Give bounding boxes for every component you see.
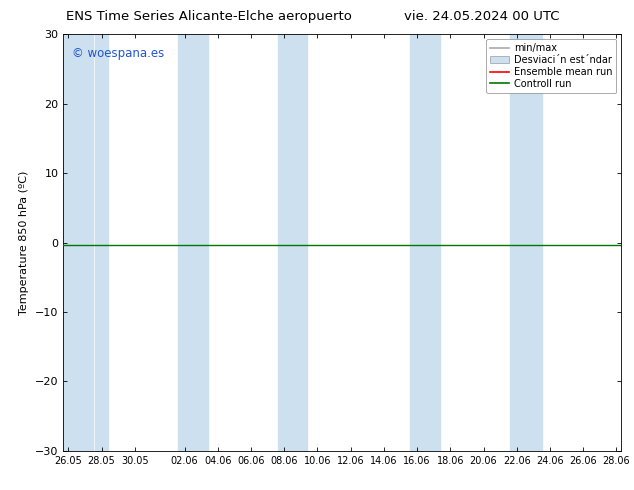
Bar <box>278 34 307 451</box>
Text: © woespana.es: © woespana.es <box>72 47 164 60</box>
Bar <box>178 34 208 451</box>
Bar <box>510 34 541 451</box>
Text: ENS Time Series Alicante-Elche aeropuerto: ENS Time Series Alicante-Elche aeropuert… <box>67 10 352 23</box>
Y-axis label: Temperature 850 hPa (ºC): Temperature 850 hPa (ºC) <box>20 171 30 315</box>
Bar <box>95 34 108 451</box>
Bar <box>60 34 93 451</box>
Legend: min/max, Desviaci´n est´ndar, Ensemble mean run, Controll run: min/max, Desviaci´n est´ndar, Ensemble m… <box>486 39 616 93</box>
Bar <box>410 34 441 451</box>
Text: vie. 24.05.2024 00 UTC: vie. 24.05.2024 00 UTC <box>404 10 560 23</box>
